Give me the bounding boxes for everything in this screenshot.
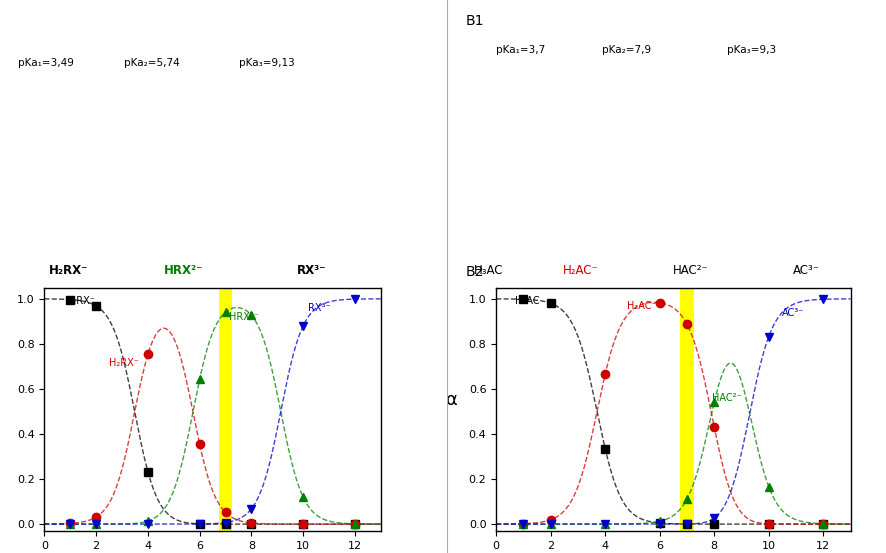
Text: pKa₁=3,7: pKa₁=3,7 — [496, 45, 546, 55]
Text: HAC²⁻: HAC²⁻ — [673, 264, 709, 276]
Text: RX³⁻: RX³⁻ — [308, 303, 331, 313]
Text: H₂RX⁻: H₂RX⁻ — [49, 264, 88, 276]
Text: H₂RX⁻: H₂RX⁻ — [109, 358, 139, 368]
Text: H₂AC⁻: H₂AC⁻ — [563, 264, 598, 276]
Text: H₃AC: H₃AC — [516, 296, 540, 306]
Bar — [219, 288, 232, 531]
Bar — [680, 288, 694, 531]
Text: RX³⁻: RX³⁻ — [297, 264, 326, 276]
Text: HAC²⁻: HAC²⁻ — [711, 393, 742, 403]
Text: pKa₁=3,49: pKa₁=3,49 — [18, 59, 74, 69]
Text: B2: B2 — [465, 265, 484, 279]
Text: B1: B1 — [465, 14, 484, 28]
Text: pKa₂=7,9: pKa₂=7,9 — [602, 45, 651, 55]
Text: H₃AC: H₃AC — [474, 264, 503, 276]
Text: AC³⁻: AC³⁻ — [782, 307, 804, 318]
Text: HRX²⁻: HRX²⁻ — [229, 312, 260, 322]
Text: pKa₂=5,74: pKa₂=5,74 — [124, 59, 180, 69]
Text: AC³⁻: AC³⁻ — [793, 264, 820, 276]
Y-axis label: α: α — [446, 391, 458, 409]
Text: H₂RX⁻: H₂RX⁻ — [65, 296, 95, 306]
Text: pKa₃=9,3: pKa₃=9,3 — [727, 45, 775, 55]
Text: pKa₃=9,13: pKa₃=9,13 — [239, 59, 295, 69]
Text: H₂AC⁻: H₂AC⁻ — [627, 301, 657, 311]
Text: HRX²⁻: HRX²⁻ — [164, 264, 203, 276]
